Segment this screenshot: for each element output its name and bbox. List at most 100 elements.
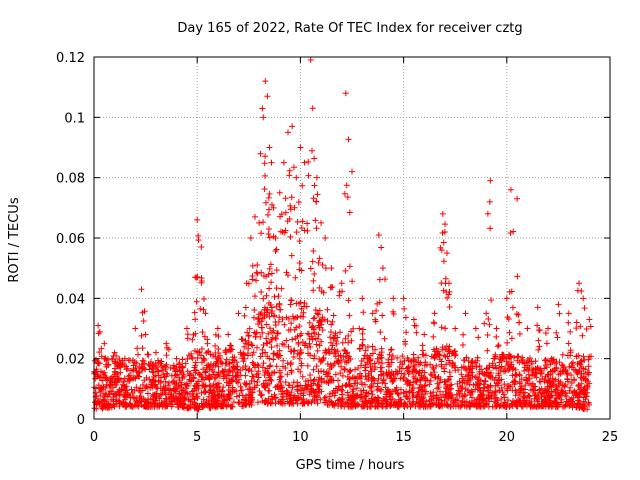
data-point: [440, 239, 447, 246]
data-point: [492, 388, 499, 395]
data-point: [374, 380, 381, 387]
data-point: [250, 361, 257, 368]
data-point: [543, 389, 550, 396]
data-point: [172, 396, 179, 403]
data-point: [475, 334, 482, 341]
data-point: [397, 386, 404, 393]
data-point: [432, 374, 439, 381]
data-point: [115, 388, 122, 395]
data-point: [518, 383, 525, 390]
data-point: [321, 399, 328, 406]
data-point: [473, 400, 480, 407]
data-point: [390, 308, 397, 315]
data-point: [409, 400, 416, 407]
data-point: [301, 159, 308, 166]
data-point: [401, 358, 408, 365]
data-point: [129, 389, 136, 396]
data-point: [411, 366, 418, 373]
data-point: [485, 394, 492, 401]
data-point: [255, 320, 262, 327]
data-point: [299, 182, 306, 189]
data-point: [202, 388, 209, 395]
data-point: [440, 287, 447, 294]
data-point: [446, 288, 453, 295]
data-point: [555, 403, 562, 410]
data-point: [554, 391, 561, 398]
data-point: [299, 373, 306, 380]
data-point: [301, 342, 308, 349]
data-point: [444, 294, 451, 301]
data-point: [276, 369, 283, 376]
data-point: [134, 345, 141, 352]
data-point: [110, 353, 117, 360]
data-point: [555, 301, 562, 308]
data-point: [431, 353, 438, 360]
data-point: [448, 381, 455, 388]
data-point: [394, 390, 401, 397]
data-point: [171, 372, 178, 379]
data-point: [548, 384, 555, 391]
data-point: [196, 349, 203, 356]
data-point: [360, 309, 367, 316]
data-point: [288, 320, 295, 327]
data-point: [268, 270, 275, 277]
data-point: [223, 379, 230, 386]
data-point: [406, 389, 413, 396]
data-point: [388, 400, 395, 407]
data-point: [264, 93, 271, 100]
data-point: [208, 401, 215, 408]
data-point: [299, 218, 306, 225]
data-point: [377, 329, 384, 336]
data-point: [208, 397, 215, 404]
data-point: [400, 374, 407, 381]
data-point: [485, 372, 492, 379]
data-point: [145, 351, 152, 358]
data-point: [531, 391, 538, 398]
data-point: [183, 325, 190, 332]
data-point: [352, 366, 359, 373]
data-point: [284, 218, 291, 225]
data-point: [270, 327, 277, 334]
data-point: [313, 174, 320, 181]
data-point: [573, 319, 580, 326]
data-point: [189, 390, 196, 397]
data-point: [319, 262, 326, 269]
data-point: [197, 305, 204, 312]
data-point: [191, 309, 198, 316]
data-point: [242, 381, 249, 388]
data-point: [427, 377, 434, 384]
data-point: [514, 195, 521, 202]
data-point: [261, 160, 268, 167]
data-point: [311, 330, 318, 337]
data-point: [245, 280, 252, 287]
data-point: [512, 402, 519, 409]
data-point: [379, 265, 386, 272]
data-point: [179, 391, 186, 398]
data-point: [133, 394, 140, 401]
data-point: [282, 195, 289, 202]
data-point: [378, 244, 385, 251]
data-point: [148, 381, 155, 388]
data-point: [271, 350, 278, 357]
data-point: [537, 370, 544, 377]
data-point: [322, 235, 329, 241]
data-point: [570, 376, 577, 383]
data-point: [283, 269, 290, 276]
data-point: [100, 383, 107, 390]
data-point: [267, 399, 274, 406]
data-point: [141, 377, 148, 384]
data-point: [552, 376, 559, 383]
data-point: [427, 361, 434, 368]
data-point: [291, 394, 298, 401]
data-point: [282, 365, 289, 372]
data-point: [410, 379, 417, 386]
data-point: [332, 385, 339, 392]
data-point: [275, 382, 282, 389]
data-point: [547, 382, 554, 389]
data-point: [346, 209, 353, 216]
data-point: [154, 363, 161, 370]
data-point: [496, 403, 503, 410]
data-point: [585, 363, 592, 370]
data-point: [262, 367, 269, 374]
data-point: [348, 396, 355, 403]
